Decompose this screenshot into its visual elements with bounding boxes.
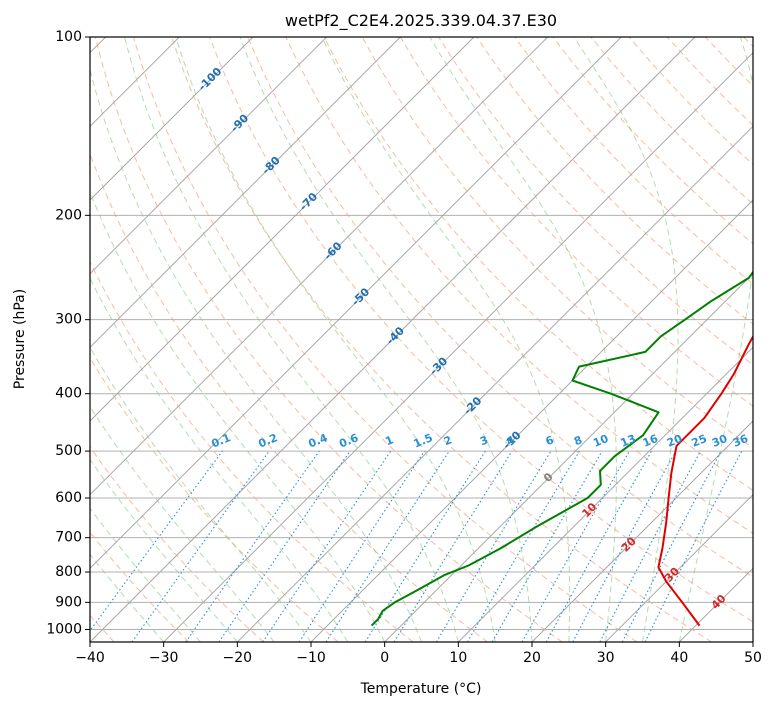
dry-adiabat-line bbox=[514, 37, 753, 285]
moist-adiabat-line bbox=[124, 37, 459, 642]
mixing-ratio-line bbox=[262, 450, 392, 642]
x-tick-label: −20 bbox=[223, 650, 253, 666]
y-tick-label: 1000 bbox=[46, 621, 82, 637]
y-tick-label: 800 bbox=[55, 564, 82, 580]
mixing-ratio-label: 25 bbox=[690, 432, 709, 450]
y-tick-label: 200 bbox=[55, 207, 82, 223]
mixing-ratio-line bbox=[644, 450, 743, 642]
y-tick-label: 100 bbox=[55, 29, 82, 45]
x-tick-label: 0 bbox=[380, 650, 389, 666]
x-tick-label: −10 bbox=[296, 650, 326, 666]
chart-title: wetPf2_C2E4.2025.339.04.37.E30 bbox=[285, 11, 557, 31]
mixing-ratio-label: 20 bbox=[665, 432, 684, 450]
dry-adiabat-line bbox=[90, 446, 264, 642]
mixing-ratio-labels: 0.1 0.2 0.4 0.6 1 1.5 2 3 4 6 8 10 13 16 20 25 30 36 bbox=[210, 431, 751, 450]
dry-adiabat-line bbox=[94, 37, 563, 642]
y-tick-label: 600 bbox=[55, 490, 82, 506]
x-tick-label: 10 bbox=[449, 650, 467, 666]
mixing-ratio-line bbox=[545, 450, 653, 642]
y-axis-label: Pressure (hPa) bbox=[12, 289, 28, 389]
isotherm-line bbox=[90, 37, 328, 275]
isotherm-line bbox=[457, 346, 753, 642]
isotherm-line bbox=[90, 37, 401, 349]
x-axis-ticks: −40 −30 −20 −10 0 10 20 30 40 50 bbox=[75, 642, 762, 666]
moist-adiabat-line bbox=[90, 67, 422, 642]
mixing-ratio-lines bbox=[90, 450, 743, 642]
isotherm-line bbox=[384, 272, 753, 642]
mixing-ratio-line bbox=[90, 450, 223, 632]
moist-adiabat-line bbox=[175, 37, 496, 642]
x-axis-label: Temperature (°C) bbox=[360, 681, 482, 697]
isotherm-line bbox=[605, 493, 753, 642]
dry-adiabat-line bbox=[285, 37, 753, 535]
mixing-ratio-label: 1 bbox=[383, 433, 395, 448]
moist-adiabat-line bbox=[321, 37, 571, 642]
mixing-ratio-line bbox=[131, 450, 270, 642]
temperature-profile-line bbox=[657, 334, 753, 627]
plot-frame bbox=[89, 36, 754, 643]
dry-adiabat-line bbox=[209, 37, 753, 623]
isotherm-line bbox=[90, 37, 254, 201]
y-tick-label: 400 bbox=[55, 386, 82, 402]
dry-adiabat-line bbox=[90, 356, 339, 642]
x-tick-label: 20 bbox=[523, 650, 541, 666]
x-tick-label: 30 bbox=[597, 650, 615, 666]
moist-adiabat-line bbox=[239, 37, 533, 642]
y-tick-label: 300 bbox=[55, 312, 82, 328]
mixing-ratio-label: 10 bbox=[591, 432, 610, 450]
isotherm-line bbox=[90, 37, 549, 496]
isotherm-line bbox=[236, 125, 753, 642]
mixing-ratio-line bbox=[521, 450, 630, 642]
dry-adiabats bbox=[90, 37, 753, 642]
x-tick-label: −30 bbox=[149, 650, 179, 666]
y-axis-ticks: 100 200 300 400 500 600 700 800 900 1000 bbox=[46, 29, 90, 637]
mixing-ratio-line bbox=[325, 450, 450, 642]
mixing-ratio-label: 16 bbox=[641, 432, 660, 450]
dewpoint-profile-line bbox=[370, 270, 753, 627]
y-tick-label: 900 bbox=[55, 594, 82, 610]
moist-adiabat-line bbox=[90, 405, 275, 642]
mixing-ratio-line bbox=[185, 450, 320, 642]
mixing-ratio-label: 13 bbox=[619, 432, 638, 450]
dry-adiabat-line bbox=[323, 37, 753, 491]
isotherm-line bbox=[90, 37, 696, 642]
mixing-ratio-label: 8 bbox=[572, 433, 584, 448]
mixing-ratio-line bbox=[393, 450, 513, 642]
x-tick-label: −40 bbox=[75, 650, 105, 666]
sounding-profiles bbox=[370, 270, 753, 627]
mixing-ratio-label: 2 bbox=[442, 433, 454, 448]
dry-adiabat-line bbox=[132, 37, 638, 642]
moist-adiabat-line bbox=[90, 507, 201, 642]
moist-adiabat-line bbox=[90, 190, 386, 642]
mixing-ratio-label: 30 bbox=[710, 432, 729, 450]
isotherm-line bbox=[90, 37, 475, 422]
mixing-ratio-line bbox=[218, 450, 351, 642]
mixing-ratio-label: 36 bbox=[731, 432, 750, 450]
moist-adiabat-line bbox=[90, 553, 165, 642]
x-tick-label: 40 bbox=[670, 650, 688, 666]
x-tick-label: 50 bbox=[744, 650, 762, 666]
dry-adiabat-line bbox=[247, 37, 753, 578]
moist-adiabat-line bbox=[429, 37, 617, 642]
moist-adiabat-line bbox=[90, 458, 238, 642]
y-tick-label: 700 bbox=[55, 530, 82, 546]
y-tick-label: 500 bbox=[55, 443, 82, 459]
mixing-ratio-line bbox=[298, 450, 425, 642]
isotherm-line bbox=[310, 199, 753, 642]
isotherm-line bbox=[531, 420, 753, 642]
moist-adiabat-line bbox=[678, 37, 753, 642]
isotherm-line bbox=[90, 37, 622, 570]
dry-adiabat-line bbox=[476, 37, 753, 325]
dry-adiabat-line bbox=[90, 260, 414, 642]
isotherms bbox=[90, 37, 753, 642]
moist-adiabat-line bbox=[573, 37, 679, 642]
dry-adiabat-line bbox=[171, 37, 712, 642]
moist-adiabat-line bbox=[90, 277, 349, 642]
isotherm-line bbox=[163, 51, 753, 642]
mixing-ratio-label: 3 bbox=[478, 433, 490, 448]
plot-background bbox=[90, 37, 753, 642]
isotherm-line bbox=[752, 641, 753, 642]
mixing-ratio-line bbox=[572, 450, 677, 642]
